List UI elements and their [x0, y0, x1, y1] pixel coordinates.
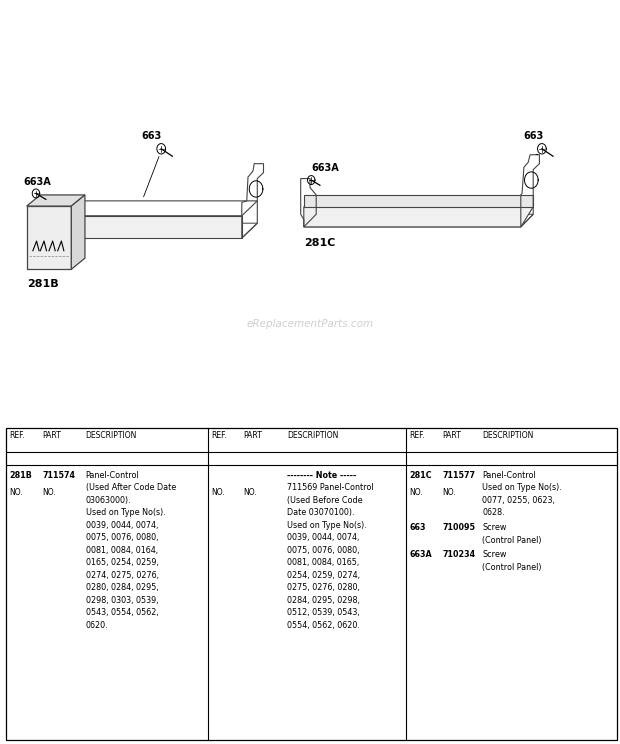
Polygon shape: [304, 195, 533, 207]
Text: NO.: NO.: [244, 488, 257, 497]
Text: 0554, 0562, 0620.: 0554, 0562, 0620.: [287, 621, 360, 630]
Text: 0274, 0275, 0276,: 0274, 0275, 0276,: [86, 571, 159, 580]
Text: 663A: 663A: [24, 178, 51, 187]
Text: NO.: NO.: [409, 488, 423, 497]
Polygon shape: [27, 195, 85, 206]
Text: 0512, 0539, 0543,: 0512, 0539, 0543,: [287, 609, 360, 618]
Text: 0075, 0076, 0080,: 0075, 0076, 0080,: [287, 546, 360, 555]
Text: (Control Panel): (Control Panel): [482, 563, 542, 572]
Text: Used on Type No(s).: Used on Type No(s).: [86, 508, 166, 517]
Text: 0280, 0284, 0295,: 0280, 0284, 0295,: [86, 583, 158, 592]
Text: 281B: 281B: [27, 279, 58, 289]
Text: DESCRIPTION: DESCRIPTION: [86, 431, 137, 440]
Text: 663A: 663A: [311, 163, 339, 173]
Text: (Used Before Code: (Used Before Code: [287, 496, 363, 505]
Text: 0628.: 0628.: [482, 508, 505, 517]
Text: 0275, 0276, 0280,: 0275, 0276, 0280,: [287, 583, 360, 592]
Text: 0165, 0254, 0259,: 0165, 0254, 0259,: [86, 559, 159, 568]
Text: 0543, 0554, 0562,: 0543, 0554, 0562,: [86, 609, 158, 618]
Text: PART: PART: [244, 431, 262, 440]
Text: REF.: REF.: [211, 431, 226, 440]
Text: PART: PART: [42, 431, 61, 440]
Text: 0075, 0076, 0080,: 0075, 0076, 0080,: [86, 533, 158, 542]
Text: 711577: 711577: [442, 471, 475, 480]
Text: NO.: NO.: [9, 488, 23, 497]
Text: 03063000).: 03063000).: [86, 496, 131, 505]
Polygon shape: [304, 207, 533, 227]
Text: Screw: Screw: [482, 551, 507, 559]
Text: 0081, 0084, 0165,: 0081, 0084, 0165,: [287, 559, 360, 568]
Text: Panel-Control: Panel-Control: [86, 471, 140, 480]
Text: -------- Note -----: -------- Note -----: [287, 471, 356, 480]
Text: eReplacementParts.com: eReplacementParts.com: [246, 318, 374, 329]
Text: 0039, 0044, 0074,: 0039, 0044, 0074,: [86, 521, 158, 530]
Text: 663A: 663A: [409, 551, 432, 559]
Polygon shape: [71, 195, 85, 269]
Text: NO.: NO.: [42, 488, 56, 497]
Text: REF.: REF.: [409, 431, 425, 440]
Text: (Used After Code Date: (Used After Code Date: [86, 484, 176, 493]
Text: DESCRIPTION: DESCRIPTION: [287, 431, 339, 440]
Text: 0081, 0084, 0164,: 0081, 0084, 0164,: [86, 546, 157, 555]
Text: NO.: NO.: [211, 488, 224, 497]
Text: 0077, 0255, 0623,: 0077, 0255, 0623,: [482, 496, 556, 505]
Bar: [6, 428, 617, 740]
Text: 0620.: 0620.: [86, 621, 108, 630]
Text: 281C: 281C: [304, 238, 335, 248]
Text: DESCRIPTION: DESCRIPTION: [482, 431, 534, 440]
Text: 711574: 711574: [42, 471, 75, 480]
Polygon shape: [46, 216, 242, 238]
Text: REF.: REF.: [9, 431, 25, 440]
Text: NO.: NO.: [442, 488, 456, 497]
Text: 281C: 281C: [409, 471, 432, 480]
Text: Screw: Screw: [482, 523, 507, 532]
Text: Date 03070100).: Date 03070100).: [287, 508, 355, 517]
Text: Used on Type No(s).: Used on Type No(s).: [287, 521, 367, 530]
Text: 0298, 0303, 0539,: 0298, 0303, 0539,: [86, 596, 158, 605]
Text: 0254, 0259, 0274,: 0254, 0259, 0274,: [287, 571, 360, 580]
Text: Used on Type No(s).: Used on Type No(s).: [482, 484, 562, 493]
Text: 0284, 0295, 0298,: 0284, 0295, 0298,: [287, 596, 360, 605]
Bar: [27, 206, 71, 269]
Text: 710095: 710095: [442, 523, 475, 532]
Text: 710234: 710234: [442, 551, 475, 559]
Text: 663: 663: [523, 132, 543, 141]
Text: PART: PART: [442, 431, 461, 440]
Text: 663: 663: [409, 523, 426, 532]
Text: 281B: 281B: [9, 471, 32, 480]
Text: 663: 663: [142, 132, 162, 141]
Text: 711569 Panel-Control: 711569 Panel-Control: [287, 484, 374, 493]
Text: Panel-Control: Panel-Control: [482, 471, 536, 480]
Text: 0039, 0044, 0074,: 0039, 0044, 0074,: [287, 533, 360, 542]
Text: (Control Panel): (Control Panel): [482, 536, 542, 545]
